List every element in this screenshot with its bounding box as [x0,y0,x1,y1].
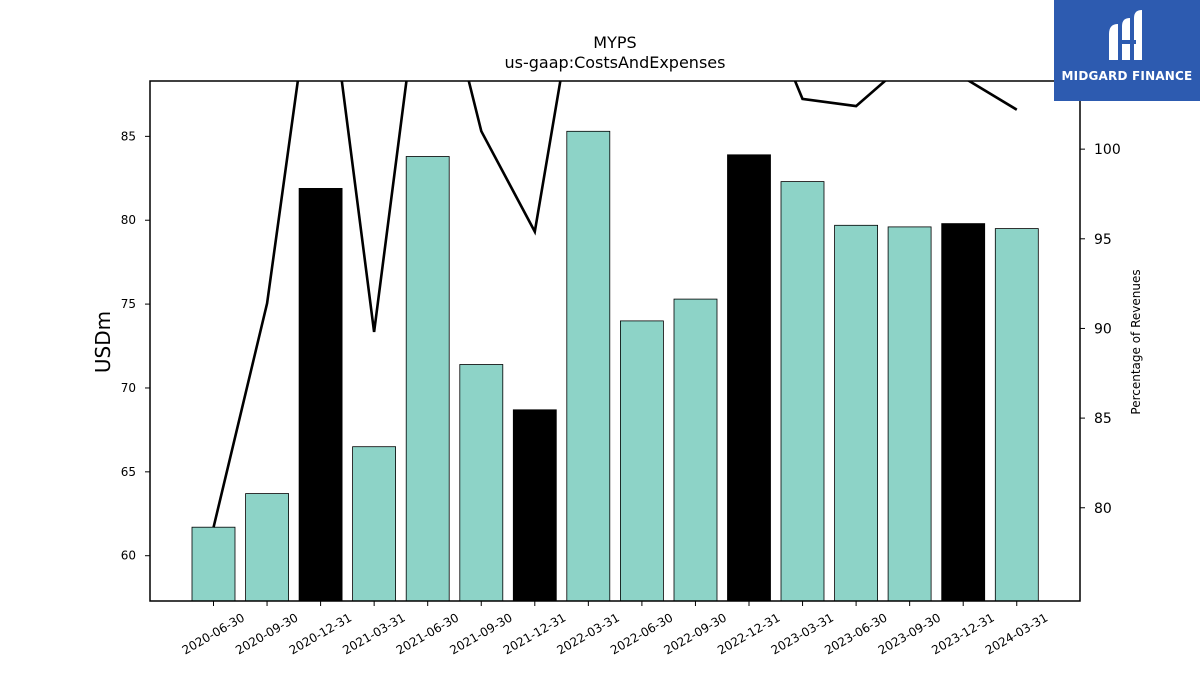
logo-text: MIDGARD FINANCE [1061,69,1193,83]
y2-tick-label: 90 [1094,321,1112,337]
y2-tick-label: 100 [1094,142,1121,158]
percentage-line-series [212,81,1018,528]
y2-axis-label: Percentage of Revenues [1129,269,1143,414]
y2-tick-label: 85 [1094,411,1112,427]
y-tick-label: 70 [121,381,136,395]
bar-2023-06-30 [834,224,878,602]
bar-2021-12-31 [512,409,557,602]
bar-2021-06-30 [405,156,450,602]
bar-2022-03-31 [566,130,611,602]
bar-2021-03-31 [352,446,397,602]
y-tick-label: 85 [121,129,136,143]
chart-title: MYPS [593,33,636,52]
logo-mark-icon [1109,10,1142,60]
left-axis-ticks: 60 65 70 75 80 85 [121,129,150,563]
bar-2022-09-30 [673,298,718,602]
chart-subtitle: us-gaap:CostsAndExpenses [505,53,726,72]
bar-2022-06-30 [620,320,664,602]
y-tick-label: 65 [121,465,136,479]
y-axis-label: USDm [91,311,115,373]
bar-2022-12-31 [727,154,771,602]
midgard-finance-logo: MIDGARD FINANCE [1054,0,1200,101]
plot-frame [149,80,1081,602]
bar-2020-09-30 [245,493,290,602]
bar-2020-06-30 [191,526,236,602]
y2-tick-label: 95 [1094,232,1112,248]
bar-2021-09-30 [459,364,504,602]
x-axis-ticks: 2020-06-302020-09-302020-12-312021-03-31… [180,601,1050,657]
bar-2023-03-31 [780,181,825,602]
bar-2023-12-31 [941,223,986,602]
bar-2023-09-30 [887,226,932,602]
percentage-of-revenues-line [212,81,1018,528]
bar-series [191,130,1039,602]
y2-tick-label: 80 [1094,501,1112,517]
bar-2020-12-31 [298,187,343,602]
y-tick-label: 60 [121,549,136,563]
y-tick-label: 80 [121,213,136,227]
right-axis-ticks: 80 85 90 95 100 [1080,142,1121,517]
y-tick-label: 75 [121,297,136,311]
bar-2024-03-31 [994,228,1039,602]
